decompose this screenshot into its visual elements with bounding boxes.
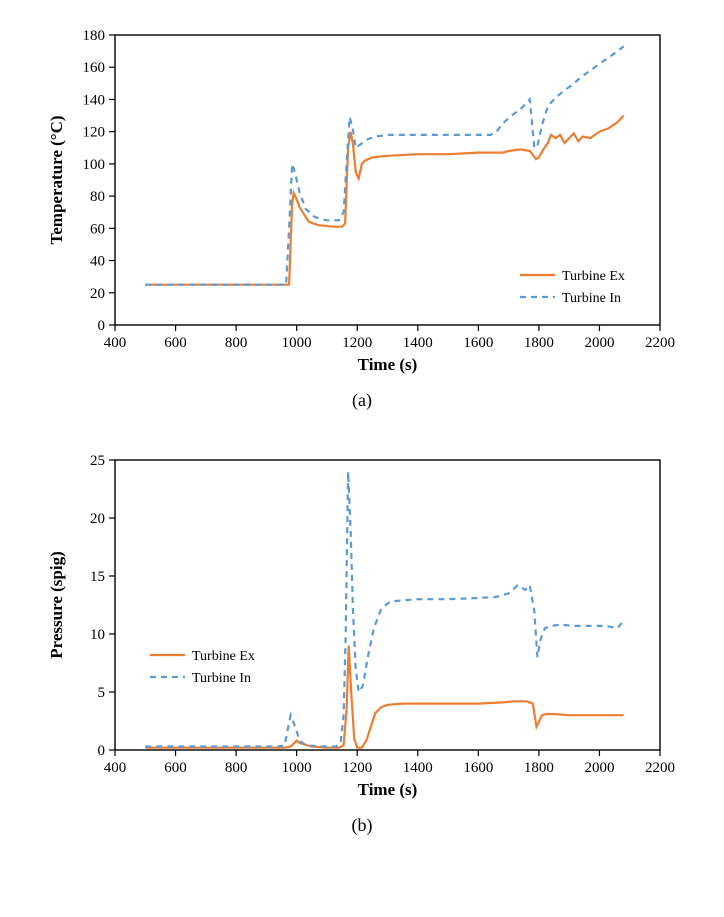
x-tick-label: 2200	[645, 335, 675, 351]
x-tick-label: 800	[225, 760, 248, 776]
y-tick-label: 40	[90, 254, 105, 270]
y-tick-label: 60	[90, 221, 105, 237]
x-tick-label: 1800	[524, 760, 554, 776]
y-tick-label: 0	[98, 318, 106, 334]
y-tick-label: 20	[90, 286, 105, 302]
series-line	[145, 46, 623, 284]
x-tick-label: 1600	[463, 335, 493, 351]
x-tick-label: 600	[164, 335, 187, 351]
x-tick-label: 1200	[342, 335, 372, 351]
y-tick-label: 140	[83, 92, 106, 108]
caption-b: (b)	[42, 815, 682, 836]
y-tick-label: 5	[98, 685, 106, 701]
figure: 4006008001000120014001600180020002200020…	[20, 20, 704, 836]
y-tick-label: 160	[83, 60, 106, 76]
x-tick-label: 2200	[645, 760, 675, 776]
y-tick-label: 100	[83, 157, 106, 173]
x-tick-label: 2000	[584, 335, 614, 351]
y-tick-label: 120	[83, 125, 106, 141]
y-tick-label: 180	[83, 28, 106, 44]
x-axis-label: Time (s)	[358, 355, 418, 374]
x-tick-label: 400	[104, 335, 127, 351]
y-axis-label: Temperature (°C)	[47, 115, 66, 244]
x-tick-label: 1800	[524, 335, 554, 351]
chart-b: 400 600 800 1000 1200 1400 1600 1800 2000 2200 0 5 1…	[40, 445, 680, 805]
y-tick-label: 25	[90, 453, 105, 469]
x-tick-label: 600	[164, 760, 187, 776]
x-tick-label: 1600	[463, 760, 493, 776]
series-line	[145, 116, 623, 285]
x-tick-label: 2000	[584, 760, 614, 776]
x-tick-label: 1000	[282, 335, 312, 351]
caption-a: (a)	[42, 390, 682, 411]
x-tick-label: 1400	[403, 760, 433, 776]
x-tick-label: 1000	[282, 760, 312, 776]
y-tick-label: 0	[98, 743, 106, 759]
legend-label: Turbine Ex	[562, 269, 625, 284]
y-axis-label: Pressure (spig)	[47, 551, 66, 659]
x-tick-label: 800	[225, 335, 248, 351]
x-tick-label: 1400	[403, 335, 433, 351]
legend-label: Turbine Ex	[192, 649, 255, 664]
chart-a: 400 600 800 1000 1200 1400 1600 1800 2000 2200 0 20…	[40, 20, 680, 380]
legend-label: Turbine In	[192, 671, 251, 686]
legend-label: Turbine In	[562, 291, 621, 306]
x-axis-label: Time (s)	[358, 780, 418, 799]
y-tick-label: 80	[90, 189, 105, 205]
x-tick-label: 1200	[342, 760, 372, 776]
y-tick-label: 20	[90, 511, 105, 527]
y-tick-label: 10	[90, 627, 105, 643]
x-tick-label: 400	[104, 760, 127, 776]
y-tick-label: 15	[90, 569, 105, 585]
